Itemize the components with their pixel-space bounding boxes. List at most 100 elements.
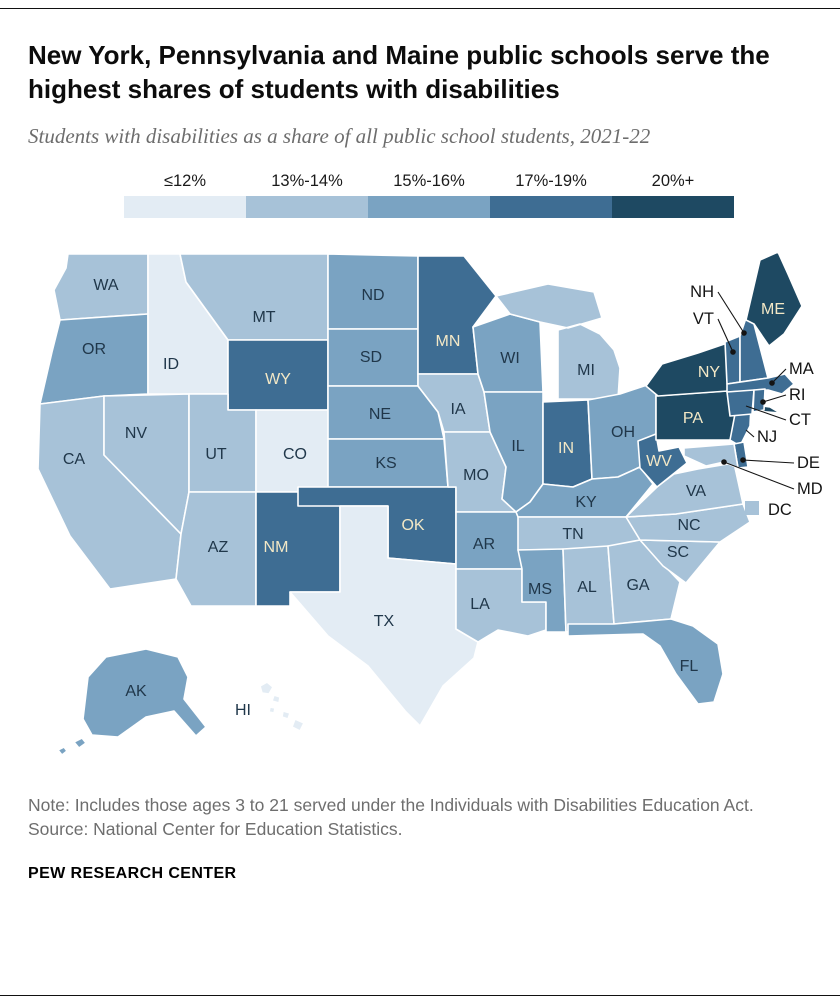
state-label-sd: SD [360,349,382,366]
legend-label: 20%+ [651,172,695,191]
state-label-mt: MT [252,309,275,326]
state-label-al: AL [577,579,597,596]
legend-item-3: 17%-19% [490,172,612,219]
top-rule [0,8,840,9]
legend-swatch [124,196,246,219]
state-label-wv: WV [646,453,672,470]
callout-label-dc: DC [768,501,792,519]
callout-dot-nh [741,330,747,336]
legend-item-0: ≤12% [124,172,246,219]
us-choropleth-map: NH VT MA RI CT NJ DE MD DC WA OR CA ID NV MT WY UT CO AZ NM… [28,224,823,779]
legend-label: 15%-16% [393,172,465,191]
map-svg: NH VT MA RI CT NJ DE MD DC WA OR CA ID NV MT WY UT CO AZ NM… [37,251,823,756]
state-label-tx: TX [374,613,395,630]
chart-title: New York, Pennsylvania and Maine public … [28,40,770,104]
callout-label-nh: NH [690,283,714,301]
state-label-or: OR [82,341,106,358]
state-label-mn: MN [436,333,461,350]
legend-label: ≤12% [163,172,207,191]
state-label-ny: NY [698,364,721,381]
state-label-in: IN [558,440,574,457]
state-ak [57,648,207,756]
callout-line-ma [771,368,787,384]
state-or [39,313,149,405]
state-label-fl: FL [680,658,699,675]
callout-label-vt: VT [693,310,714,328]
state-label-ok: OK [401,517,424,534]
callout-line-md [723,461,795,490]
state-mi [495,283,621,400]
state-label-sc: SC [667,544,689,561]
legend-label: 13%-14% [271,172,343,191]
state-label-wy: WY [265,371,291,388]
legend-item-2: 15%-16% [368,172,490,219]
legend: ≤12% 13%-14% 15%-16% 17%-19% 20%+ [124,172,812,219]
callout-line-nj [745,429,755,438]
infographic: New York, Pennsylvania and Maine public … [0,8,840,996]
state-label-az: AZ [208,539,229,556]
state-ne [327,385,445,440]
state-label-ky: KY [575,494,597,511]
state-label-ga: GA [626,577,649,594]
callout-dot-md [721,459,727,465]
state-ga [607,539,681,625]
callout-dot-ri [760,399,766,405]
callout-label-de: DE [797,454,820,472]
state-label-ks: KS [375,455,396,472]
state-label-mi: MI [577,362,595,379]
callout-dot-vt [730,349,736,355]
state-hi [259,681,305,732]
state-label-il: IL [511,438,524,455]
note-block: Note: Includes those ages 3 to 21 served… [28,793,806,841]
state-label-ca: CA [63,451,86,468]
state-label-wi: WI [500,350,520,367]
state-label-hi: HI [235,702,251,719]
state-nh [739,317,769,383]
dc-swatch [745,501,759,516]
state-label-nv: NV [125,425,148,442]
state-label-ak: AK [125,683,147,700]
callout-line-vt [717,318,734,353]
state-ri [752,388,766,413]
bottom-rule [0,995,840,996]
legend-swatch [368,196,490,219]
state-fl [567,618,724,705]
state-label-me: ME [761,301,785,318]
callout-label-ri: RI [789,386,806,404]
brand-footer: PEW RESEARCH CENTER [28,865,237,883]
source-text: Source: National Center for Education St… [28,819,403,840]
state-label-nd: ND [361,287,384,304]
chart-subtitle: Students with disabilities as a share of… [28,123,651,148]
callout-line-de [742,459,795,464]
state-label-wa: WA [93,277,119,294]
callout-line-nh [717,291,745,334]
state-label-co: CO [283,446,307,463]
state-label-nc: NC [677,517,700,534]
state-ct [726,389,755,417]
state-label-la: LA [470,596,490,613]
callout-label-ma: MA [789,360,814,378]
legend-item-4: 20%+ [612,172,734,219]
state-label-pa: PA [683,410,703,427]
callout-line-ri [762,394,787,403]
state-label-nm: NM [264,539,289,556]
note-text: Note: Includes those ages 3 to 21 served… [28,795,754,816]
callout-label-md: MD [797,480,823,498]
state-label-ia: IA [450,401,465,418]
callout-label-nj: NJ [757,428,777,446]
state-me [745,251,803,347]
callout-label-ct: CT [789,411,811,429]
state-label-va: VA [686,483,706,500]
state-label-mo: MO [463,467,489,484]
callout-line-ct [745,405,787,421]
legend-swatch [490,196,612,219]
state-label-ut: UT [205,446,227,463]
callout-dot-de [740,457,746,463]
state-tx [289,505,479,727]
callout-dot-ma [769,380,775,386]
legend-swatch [246,196,368,219]
legend-item-1: 13%-14% [246,172,368,219]
state-label-oh: OH [611,424,635,441]
state-label-id: ID [163,356,179,373]
legend-label: 17%-19% [515,172,587,191]
